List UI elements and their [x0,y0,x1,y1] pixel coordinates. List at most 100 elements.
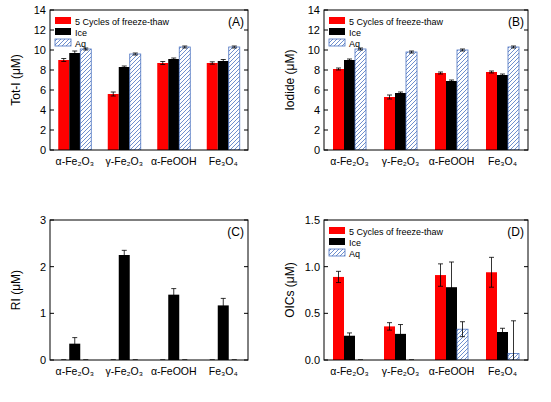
bar [333,69,344,150]
y-tick [324,150,528,151]
error-bar [398,325,403,344]
y-tick-label: 0 [314,144,320,156]
y-tick [50,220,248,221]
error-bar [489,71,494,73]
y-tick-label: 0 [40,354,46,366]
legend-label: Aq [75,39,86,49]
error-bar [409,51,414,53]
panel: 02468101214α-Fe₂O₃γ-Fe₂O₃α-FeOOHFe₃O₄Tot… [9,4,248,167]
legend: 5 Cycles of freeze-thawIceAq [329,17,444,49]
bar [435,275,446,360]
bar [229,47,240,150]
y-tick [50,150,248,151]
error-bar [460,322,465,337]
error-bar [171,58,176,60]
x-tick-label: α-FeOOH [429,155,475,167]
legend-label: 5 Cycles of freeze-thaw [75,17,170,27]
bar [69,53,80,150]
error-bar [122,66,127,68]
y-tick [324,220,528,221]
legend-swatch [55,39,71,46]
bar [119,255,130,360]
error-bar [336,68,341,70]
y-tick [50,313,248,314]
legend-label: Aq [349,39,360,49]
bar [344,336,355,360]
x-tick-label: γ-Fe₂O₃ [105,365,143,377]
bar [119,67,130,150]
error-bar [221,298,226,312]
bars [61,250,237,360]
error-bar [347,59,352,61]
x-tick-label: Fe₃O₄ [488,155,517,167]
bar [108,94,119,150]
error-bar [72,51,77,55]
x-tick-label: γ-Fe₂O₃ [382,365,420,377]
x-tick-label: Fe₃O₄ [209,155,238,167]
error-bar [61,59,66,62]
bar [384,326,395,360]
x-tick-label: α-FeOOH [429,365,475,377]
bar [58,60,69,150]
error-bar [398,92,403,94]
bar [179,47,190,150]
bar [333,277,344,360]
y-tick-label: 0.0 [305,354,320,366]
bars [333,257,519,360]
panel: 0.00.51.01.5α-Fe₂O₃γ-Fe₂O₃α-FeOOHFe₃O₄OI… [283,214,528,386]
x-tick-label: α-FeOOH [151,365,197,377]
legend-label: Ice [349,238,361,248]
figure: 02468101214α-Fe₂O₃γ-Fe₂O₃α-FeOOHFe₃O₄Tot… [0,0,551,402]
y-tick-label: 0 [40,144,46,156]
bars [333,46,519,150]
y-tick-label: 2 [314,124,320,136]
legend-label: Ice [75,28,87,38]
error-bar [489,257,494,287]
bar [355,49,366,150]
y-tick [50,360,248,361]
frame [50,220,248,360]
panel-label: (C) [227,225,244,239]
legend-label: Ice [349,28,361,38]
frame [324,10,528,150]
error-bar [511,46,516,48]
error-bar [511,321,516,360]
x-tick-label: α-Fe₂O₃ [330,155,368,167]
y-tick-label: 1 [40,307,46,319]
bar [218,305,229,360]
bar [80,49,91,150]
legend-swatch [329,17,345,24]
legend-swatch [329,28,345,35]
error-bar [500,74,505,76]
error-bar [111,92,116,96]
bar [435,73,446,150]
error-bar [133,53,138,55]
bar [446,81,457,150]
panel-label: (D) [507,225,524,239]
y-tick-label: 3 [40,214,46,226]
bar [406,52,417,150]
y-tick-label: 1.5 [305,214,320,226]
legend-swatch [329,227,345,234]
bar [130,54,141,150]
error-bar [182,46,187,48]
error-bar [460,49,465,51]
x-tick-label: Fe₃O₄ [209,365,238,377]
y-tick [324,360,528,361]
x-tick-label: α-Fe₂O₃ [56,365,94,377]
y-tick [324,130,528,131]
y-tick-label: 4 [40,104,46,116]
y-tick [324,70,528,71]
error-bar [449,262,454,312]
y-tick-label: 6 [40,84,46,96]
error-bar [210,62,215,64]
bar [395,93,406,150]
y-tick-label: 4 [314,104,320,116]
y-axis-label: RI (μM) [9,270,23,310]
y-tick-label: 0.5 [305,307,320,319]
y-tick [50,10,248,11]
legend: 5 Cycles of freeze-thawIceAq [329,227,444,259]
legend-swatch [329,238,345,245]
y-tick [324,313,528,314]
panel: 02468101214α-Fe₂O₃γ-Fe₂O₃α-FeOOHFe₃O₄Iod… [283,4,528,167]
